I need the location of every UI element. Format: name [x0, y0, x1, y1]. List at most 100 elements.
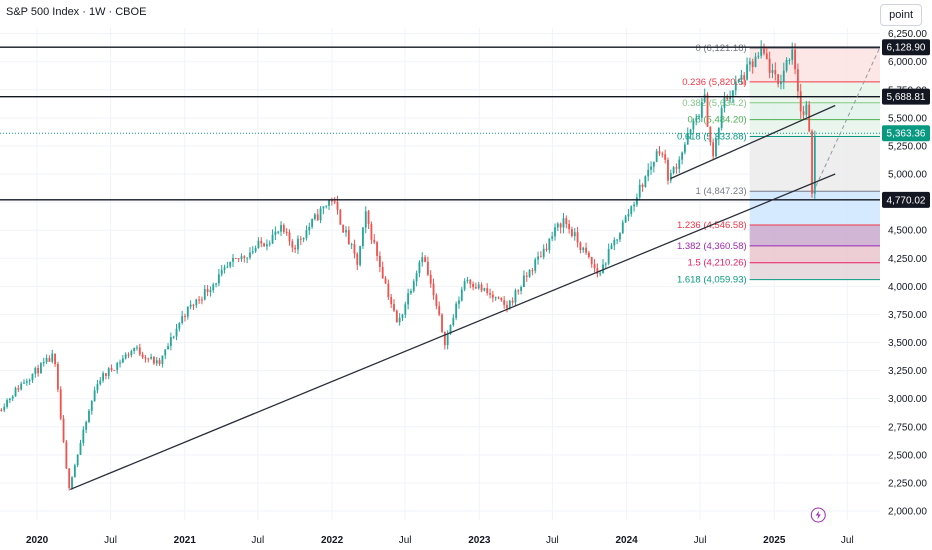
price-tag: 5,688.81: [882, 88, 930, 105]
candle-body: [469, 279, 472, 285]
candle-body: [40, 363, 42, 374]
candle-body: [302, 238, 305, 240]
candle-body: [373, 239, 376, 243]
candle-body: [525, 275, 528, 277]
candle-body: [788, 59, 791, 61]
candle-body: [590, 257, 593, 265]
candle-body: [79, 443, 82, 455]
price-tag: 5,363.36: [882, 125, 930, 142]
candle-body: [768, 58, 771, 73]
candle-body: [345, 230, 347, 233]
candle-body: [17, 388, 20, 390]
candle-body: [23, 382, 25, 384]
candle-body: [401, 314, 404, 318]
candle-body: [537, 256, 539, 260]
candle-body: [774, 70, 777, 75]
time-tick-label: 2021: [174, 535, 197, 546]
price-tick-label: 2,750.00: [888, 422, 927, 433]
price-tick-label: 2,250.00: [888, 478, 927, 489]
time-tick-label: Jul: [546, 535, 559, 546]
price-scale-unit-button[interactable]: point: [880, 4, 922, 26]
candle-body: [441, 314, 443, 332]
candle-body: [695, 118, 698, 121]
candle-body: [336, 201, 339, 210]
fib-zone-0.236: [749, 81, 880, 103]
candle-body: [237, 258, 240, 260]
fib-zone-0.5: [749, 119, 880, 137]
price-tick-label: 6,000.00: [888, 57, 927, 68]
candle-body: [376, 242, 378, 256]
candle-body: [342, 224, 345, 233]
candle-body: [102, 373, 105, 381]
candle-body: [359, 246, 362, 265]
candle-body: [215, 283, 217, 285]
candle-body: [186, 306, 189, 317]
candle-body: [641, 184, 644, 187]
price-tick-label: 4,000.00: [888, 282, 927, 293]
candle-body: [73, 465, 76, 478]
fib-zone-1.5: [749, 262, 880, 280]
price-tag-bg: [882, 39, 930, 56]
grid-layer: [0, 28, 880, 520]
candle-body: [446, 333, 449, 346]
candle-body: [780, 82, 782, 85]
candle-body: [811, 131, 813, 194]
candle-body: [390, 297, 393, 305]
trendline[interactable]: [812, 46, 881, 193]
candles-layer: [0, 40, 816, 491]
candle-body: [364, 211, 367, 228]
candle-body: [127, 354, 130, 356]
candle-body: [650, 166, 652, 170]
candle-body: [732, 90, 734, 97]
candle-body: [486, 288, 489, 294]
candle-body: [234, 257, 237, 259]
candle-body: [90, 401, 93, 411]
candle-body: [675, 167, 678, 169]
lightning-icon[interactable]: [810, 507, 826, 523]
candle-body: [76, 454, 79, 466]
candle-body: [799, 91, 802, 112]
drawings-layer[interactable]: [0, 46, 881, 491]
candle-body: [220, 269, 223, 275]
candle-body: [508, 300, 511, 309]
chart-title: S&P 500 Index · 1W · CBOE: [6, 6, 147, 18]
candle-body: [638, 184, 641, 198]
candle-body: [167, 346, 169, 350]
fib-level-label: 1.618 (4,059.93): [677, 275, 747, 286]
time-tick-label: Jul: [399, 535, 412, 546]
time-tick-label: Jul: [841, 535, 854, 546]
candle-body: [384, 278, 387, 284]
trendline[interactable]: [670, 104, 836, 180]
candle-body: [602, 264, 604, 274]
candle-body: [489, 293, 491, 295]
events-layer[interactable]: [810, 507, 826, 523]
candle-body: [158, 360, 161, 364]
candle-body: [141, 354, 144, 358]
price-tag-bg: [882, 125, 930, 142]
candle-body: [720, 107, 723, 128]
candle-body: [263, 243, 265, 247]
price-tick-label: 6,250.00: [888, 29, 927, 40]
candle-body: [136, 347, 138, 349]
candle-body: [554, 227, 556, 237]
candle-body: [155, 360, 158, 364]
candle-body: [147, 358, 150, 360]
candle-body: [585, 247, 587, 253]
candle-body: [99, 380, 102, 385]
candle-body: [813, 137, 816, 194]
trendline[interactable]: [69, 173, 836, 491]
candle-body: [175, 328, 178, 337]
candle-body: [805, 104, 808, 115]
candle-body: [455, 303, 458, 318]
candle-body: [463, 281, 466, 290]
candle-body: [782, 70, 785, 83]
candle-body: [387, 283, 390, 298]
candle-body: [449, 325, 452, 334]
candle-body: [796, 69, 799, 92]
candle-body: [381, 266, 384, 279]
candle-body: [438, 306, 441, 315]
candle-body: [164, 349, 167, 356]
candle-body: [271, 234, 274, 244]
candle-body: [172, 336, 175, 338]
